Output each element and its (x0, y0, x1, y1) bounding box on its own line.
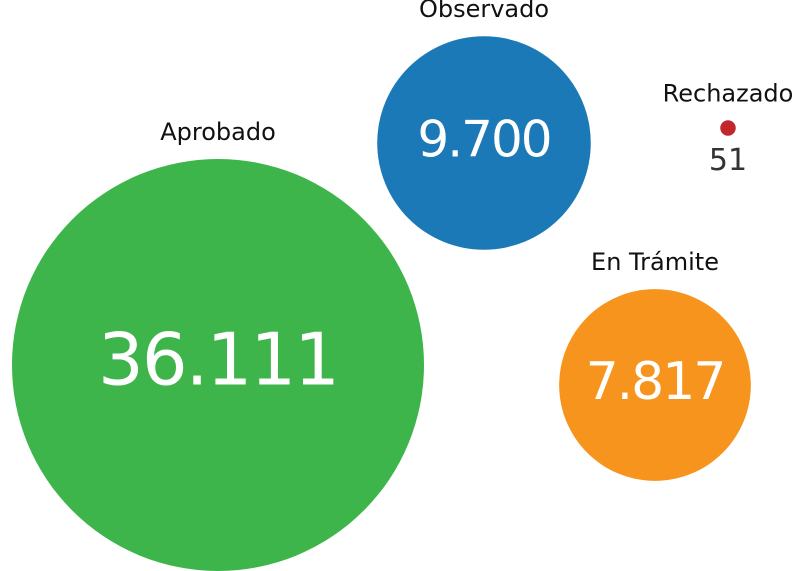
bubble (377, 36, 591, 250)
value-label: 9.700 (417, 111, 550, 169)
category-label: En Trámite (591, 248, 719, 276)
value-label: 36.111 (98, 318, 338, 402)
bubble (559, 289, 751, 481)
category-label: Observado (419, 0, 549, 23)
category-label: Aprobado (160, 118, 276, 146)
value-label: 7.817 (586, 352, 725, 412)
category-label: Rechazado (663, 79, 794, 107)
bubble (720, 120, 736, 136)
value-label: 51 (709, 143, 747, 178)
bubble (12, 159, 424, 571)
